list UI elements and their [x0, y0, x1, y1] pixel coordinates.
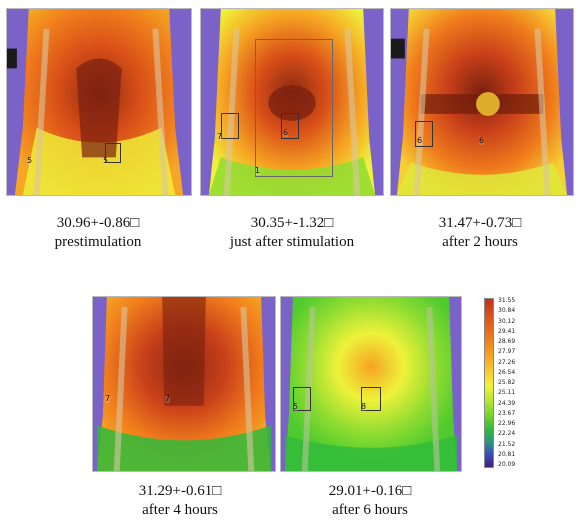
region-marker: 8: [361, 402, 367, 411]
temperature-value: 30.35+-1.32□: [250, 215, 334, 231]
time-label: after 4 hours: [142, 502, 218, 518]
scale-tick: 25.11: [498, 389, 516, 397]
temperature-value: 31.47+-0.73□: [438, 215, 522, 231]
thermal-image: [201, 9, 383, 195]
thermal-image: [281, 297, 461, 471]
region-marker: 5: [27, 156, 33, 165]
region-marker: 1: [255, 166, 261, 175]
scale-tick: 20.09: [498, 461, 516, 468]
scale-tick: 23.67: [498, 409, 516, 417]
time-label: after 2 hours: [442, 234, 518, 250]
temperature-value: 31.29+-0.61□: [138, 483, 222, 499]
caption-after-6-hours: 29.01+-0.16□ after 6 hours: [290, 482, 450, 520]
thermogram-after-4-hours: 7 7: [92, 296, 276, 472]
time-label: prestimulation: [54, 234, 142, 250]
thermal-image: [7, 9, 191, 195]
region-marker: 5: [103, 156, 109, 165]
scale-tick: 20.81: [498, 450, 516, 458]
roi-box: [293, 387, 311, 411]
scale-tick: 22.96: [498, 420, 516, 427]
scale-tick: 30.12: [498, 317, 516, 325]
time-label: just after stimulation: [229, 234, 355, 250]
scale-tick: 29.41: [498, 327, 516, 335]
caption-prestimulation: 30.96+-0.86□ prestimulation: [18, 214, 178, 252]
scale-tick: 30.84: [498, 307, 516, 315]
roi-box: [415, 121, 433, 147]
thermogram-just-after-stimulation: 7 6 1: [200, 8, 384, 196]
region-marker: 7: [217, 132, 223, 141]
scale-tick: 21.52: [498, 440, 516, 448]
color-scale-bar: [484, 298, 494, 468]
roi-box: [281, 113, 299, 139]
temperature-color-scale: 31.55 30.84 30.12 29.41 28.69 27.97 27.2…: [484, 298, 540, 468]
roi-box: [105, 143, 121, 163]
scale-tick: 27.26: [498, 358, 516, 366]
color-scale-labels: 31.55 30.84 30.12 29.41 28.69 27.97 27.2…: [498, 298, 515, 468]
region-marker: 7: [165, 394, 171, 403]
thermogram-prestimulation: 5 5: [6, 8, 192, 196]
region-marker: 6: [479, 136, 485, 145]
thermal-image: [93, 297, 275, 471]
scale-tick: 31.55: [498, 297, 516, 304]
region-marker: 5: [293, 402, 299, 411]
temperature-value: 30.96+-0.86□: [56, 215, 140, 231]
scale-tick: 27.97: [498, 348, 516, 356]
thermogram-after-2-hours: 6 6: [390, 8, 574, 196]
region-marker: 6: [283, 128, 289, 137]
scale-tick: 24.39: [498, 399, 516, 407]
region-marker: 7: [105, 394, 111, 403]
scale-tick: 25.82: [498, 379, 516, 386]
roi-box: [361, 387, 381, 411]
thermogram-after-6-hours: 5 8: [280, 296, 462, 472]
temperature-value: 29.01+-0.16□: [328, 483, 412, 499]
region-marker: 6: [417, 136, 423, 145]
roi-box: [221, 113, 239, 139]
scale-tick: 22.24: [498, 430, 516, 438]
scale-tick: 28.69: [498, 338, 516, 345]
thermal-image: [391, 9, 573, 195]
caption-after-2-hours: 31.47+-0.73□ after 2 hours: [400, 214, 560, 252]
time-label: after 6 hours: [332, 502, 408, 518]
caption-after-4-hours: 31.29+-0.61□ after 4 hours: [100, 482, 260, 520]
scale-tick: 26.54: [498, 368, 516, 376]
roi-box: [255, 39, 333, 177]
caption-just-after-stimulation: 30.35+-1.32□ just after stimulation: [202, 214, 382, 252]
